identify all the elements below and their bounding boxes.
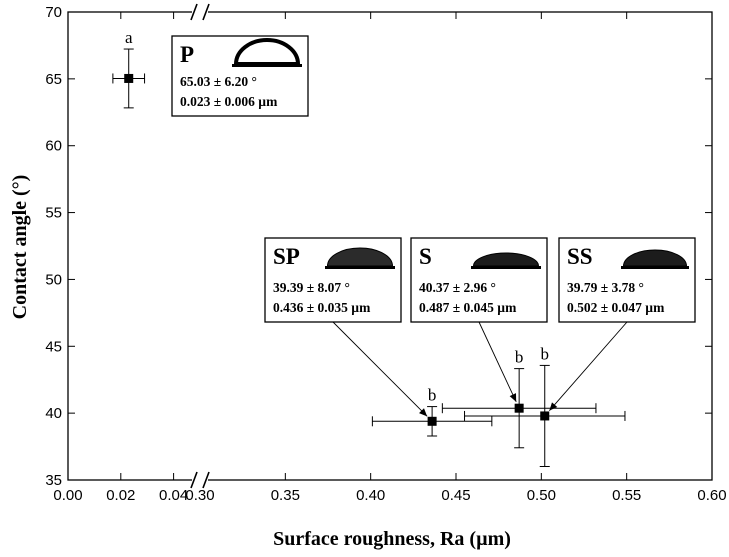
- annotation-box-s: S 40.37 ± 2.96 ° 0.487 ± 0.045 µm: [410, 237, 548, 323]
- annotation-box-p: P 65.03 ± 6.20 ° 0.023 ± 0.006 µm: [171, 35, 309, 117]
- data-point-marker: [514, 403, 524, 413]
- sample-name: P: [180, 42, 194, 67]
- y-tick-label: 45: [45, 338, 62, 355]
- plot-area-border: [67, 11, 713, 481]
- y-tick-label: 40: [45, 405, 62, 422]
- x-tick-label: 0.30: [185, 487, 214, 504]
- leader-line: [332, 321, 428, 417]
- x-tick-label: 0.00: [53, 487, 82, 504]
- sample-name: SP: [273, 244, 300, 269]
- x-tick-label: 0.60: [697, 487, 726, 504]
- significance-labels: abb b: [125, 28, 549, 405]
- y-tick-label: 35: [45, 472, 62, 489]
- y-axis-title: Contact angle (°): [9, 175, 31, 320]
- x-tick-label: 0.02: [106, 487, 135, 504]
- annotation-box-border: [410, 237, 548, 323]
- y-tick-label: 65: [45, 71, 62, 88]
- annotation-boxes: P 65.03 ± 6.20 ° 0.023 ± 0.006 µm SP 39.39 ±…: [171, 35, 696, 323]
- y-tick-label: 55: [45, 205, 62, 222]
- significance-letter: b: [540, 344, 549, 363]
- y-tick-label: 60: [45, 138, 62, 155]
- significance-letter: b: [428, 386, 437, 405]
- significance-letter: b: [515, 348, 524, 367]
- y-tick-label: 50: [45, 271, 62, 288]
- leader-line: [478, 321, 517, 403]
- annotation-box-border: [558, 237, 696, 323]
- axis-break-marks: [190, 3, 210, 489]
- annotation-box-ss: SS 39.79 ± 3.78 ° 0.502 ± 0.047 µm: [558, 237, 696, 323]
- x-tick-label: 0.04: [159, 487, 188, 504]
- data-point-marker: [540, 411, 550, 421]
- axis-ticks: 0.00 0.02 0.040.30 0.35 0.40 0.45 0.50 0.55 0.60…: [45, 4, 726, 504]
- droplet-image: [622, 249, 688, 267]
- x-tick-label: 0.35: [271, 487, 300, 504]
- contact-angle-value: 39.39 ± 8.07 °: [273, 280, 350, 295]
- x-axis-title: Surface roughness, Ra (µm): [273, 528, 511, 550]
- significance-letter: a: [125, 28, 133, 47]
- data-markers: [124, 73, 550, 426]
- sample-name: SS: [567, 244, 593, 269]
- x-tick-label: 0.55: [612, 487, 641, 504]
- annotation-box-sp: SP 39.39 ± 8.07 ° 0.436 ± 0.035 µm: [264, 237, 402, 323]
- droplet-substrate: [621, 266, 689, 269]
- x-tick-label: 0.45: [441, 487, 470, 504]
- roughness-value: 0.436 ± 0.035 µm: [273, 300, 371, 315]
- axis-break-slash: [190, 471, 198, 489]
- x-tick-label: 0.40: [356, 487, 385, 504]
- roughness-value: 0.502 ± 0.047 µm: [567, 300, 665, 315]
- axis-break-slash: [190, 3, 198, 21]
- droplet-substrate: [325, 266, 395, 269]
- droplet-substrate: [471, 266, 541, 269]
- droplet-image: [472, 252, 540, 267]
- contact-angle-value: 39.79 ± 3.78 °: [567, 280, 644, 295]
- leader-arrowhead: [509, 393, 517, 402]
- data-point-marker: [124, 73, 134, 83]
- droplet-image: [233, 38, 301, 66]
- plot-frame: [67, 11, 713, 481]
- y-tick-label: 70: [45, 4, 62, 21]
- roughness-value: 0.487 ± 0.045 µm: [419, 300, 517, 315]
- sample-name: S: [419, 244, 432, 269]
- x-tick-label: 0.50: [527, 487, 556, 504]
- data-point-marker: [427, 416, 437, 426]
- roughness-value: 0.023 ± 0.006 µm: [180, 94, 278, 109]
- droplet-image: [326, 247, 394, 267]
- leader-arrowhead: [419, 408, 428, 417]
- contact-angle-value: 65.03 ± 6.20 °: [180, 74, 257, 89]
- leader-lines: [332, 321, 628, 417]
- contact-angle-value: 40.37 ± 2.96 °: [419, 280, 496, 295]
- axis-break-slash: [202, 3, 210, 21]
- axis-break-slash: [202, 471, 210, 489]
- leader-arrowhead: [549, 402, 558, 411]
- leader-line: [549, 321, 628, 411]
